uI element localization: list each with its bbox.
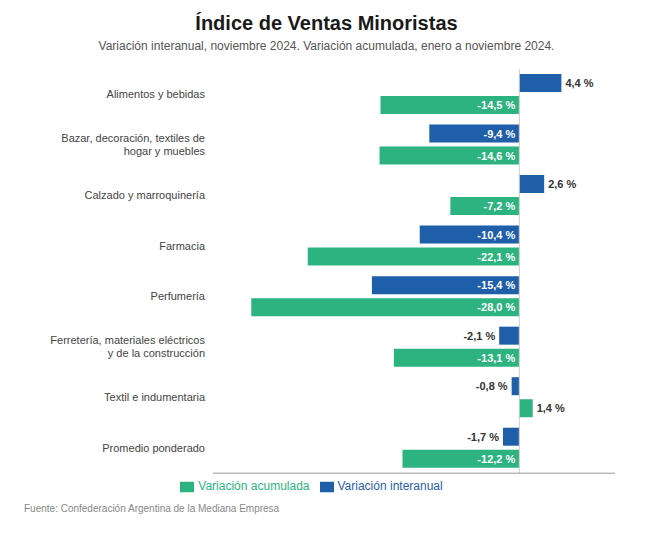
html-text:Índice de Ventas Minoristas: Índice de Ventas Minoristas: [195, 12, 458, 34]
svg-text:-1,7 %: -1,7 %: [467, 431, 499, 443]
svg-text:-7,2 %: -7,2 %: [483, 200, 515, 212]
svg-text:4,4 %: 4,4 %: [565, 77, 593, 89]
svg-text:-0,8 %: -0,8 %: [476, 380, 508, 392]
svg-text:-13,1 %: -13,1 %: [477, 352, 515, 364]
svg-text:Ferretería, materiales eléctri: Ferretería, materiales eléctricosy de la…: [50, 334, 205, 359]
svg-text:Textil e indumentaria: Textil e indumentaria: [104, 391, 206, 403]
html-text:Variación acumulada: Variación acumulada: [198, 479, 310, 494]
svg-text:-9,4 %: -9,4 %: [483, 128, 515, 140]
svg-text:-12,2 %: -12,2 %: [477, 453, 515, 465]
svg-text:2,6 %: 2,6 %: [548, 178, 576, 190]
svg-text:-15,4 %: -15,4 %: [477, 279, 515, 291]
svg-text:-2,1 %: -2,1 %: [463, 330, 495, 342]
html-text:Variación interanual, noviembr: Variación interanual, noviembre 2024. Va…: [98, 39, 555, 53]
svg-text:-22,1 %: -22,1 %: [477, 251, 515, 263]
html-text:Variación interanual: Variación interanual: [337, 479, 443, 494]
svg-text:Promedio ponderado: Promedio ponderado: [102, 442, 205, 454]
html-text:Fuente: Confederación Argentin: Fuente: Confederación Argentina de la Me…: [24, 503, 280, 514]
svg-text:-10,4 %: -10,4 %: [477, 229, 515, 241]
svg-text:Calzado y marroquinería: Calzado y marroquinería: [85, 189, 206, 201]
svg-text:1,4 %: 1,4 %: [537, 402, 565, 414]
svg-text:Perfumería: Perfumería: [151, 290, 206, 302]
svg-text:Bazar, decoración, textiles de: Bazar, decoración, textiles dehogar y mu…: [61, 132, 205, 157]
svg-text:Farmacia: Farmacia: [159, 240, 206, 252]
svg-text:-14,5 %: -14,5 %: [477, 99, 515, 111]
svg-text:-28,0 %: -28,0 %: [477, 301, 515, 313]
svg-text:-14,6 %: -14,6 %: [477, 150, 515, 162]
svg-text:Alimentos y bebidas: Alimentos y bebidas: [107, 88, 206, 100]
